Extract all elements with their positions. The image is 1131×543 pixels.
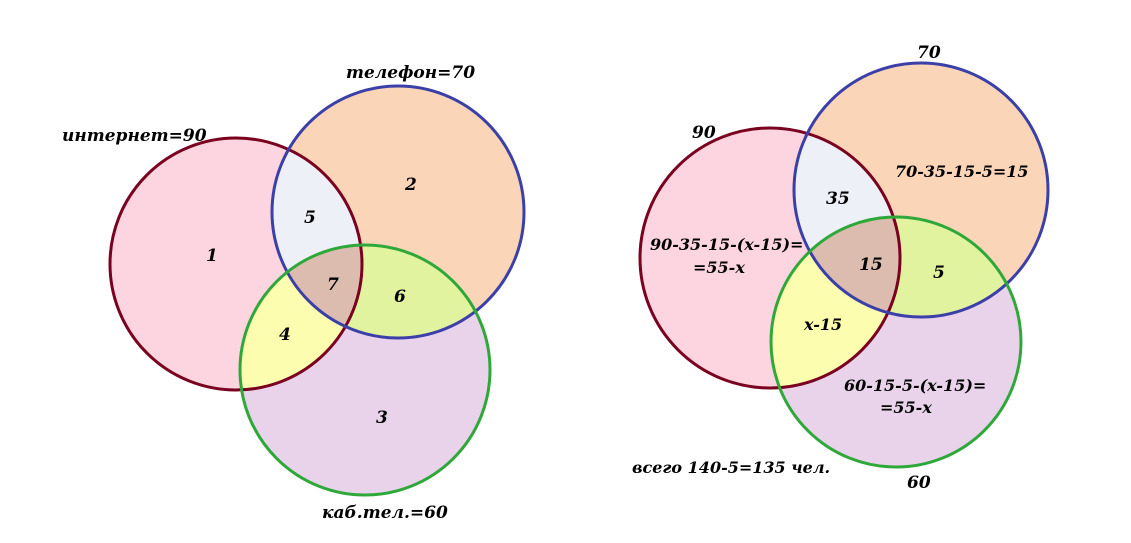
left-region-cable-only: 3: [376, 408, 388, 428]
right-region-internet-only-line2: =55-x: [693, 258, 745, 277]
left-internet-cable-region: [240, 245, 362, 390]
right-region-all-three: 15: [859, 255, 883, 275]
left-region-phone-cable: 6: [394, 287, 406, 307]
right-venn-diagram: 90 70 60 90-35-15-(x-15)= =55-x 70-35-15…: [632, 43, 1050, 493]
right-all-three-region: [794, 217, 900, 317]
right-region-cable-only-line1: 60-15-5-(x-15)=: [844, 376, 986, 395]
right-cable-circle: [769, 215, 1023, 469]
right-region-phone-only: 70-35-15-5=15: [895, 162, 1029, 181]
right-cable-label: 60: [907, 473, 931, 493]
right-internet-label: 90: [692, 123, 716, 143]
right-internet-circle: [638, 126, 902, 390]
right-region-phone-cable: 5: [933, 263, 945, 283]
left-phone-label: телефон=70: [346, 63, 475, 83]
right-region-internet-phone: 35: [826, 189, 850, 209]
left-region-internet-phone: 5: [304, 208, 316, 228]
right-region-cable-only-line2: =55-x: [880, 398, 932, 417]
left-cable-label: каб.тел.=60: [322, 503, 448, 523]
left-internet-label: интернет=90: [62, 126, 207, 146]
left-cable-circle: [238, 243, 492, 497]
left-phone-circle: [270, 84, 526, 340]
right-phone-circle: [792, 61, 1050, 319]
left-region-phone-only: 2: [404, 175, 417, 195]
left-venn-diagram: интернет=90 телефон=70 каб.тел.=60 1 2 3…: [62, 63, 526, 523]
left-region-all-three: 7: [327, 275, 339, 295]
right-region-internet-cable: x-15: [803, 315, 842, 334]
left-internet-circle: [108, 136, 364, 392]
right-phone-label: 70: [917, 43, 941, 63]
left-region-internet-only: 1: [206, 246, 218, 266]
right-total-label: всего 140-5=135 чел.: [632, 458, 830, 477]
left-region-internet-cable: 4: [279, 325, 291, 345]
right-region-internet-only-line1: 90-35-15-(x-15)=: [650, 235, 803, 254]
